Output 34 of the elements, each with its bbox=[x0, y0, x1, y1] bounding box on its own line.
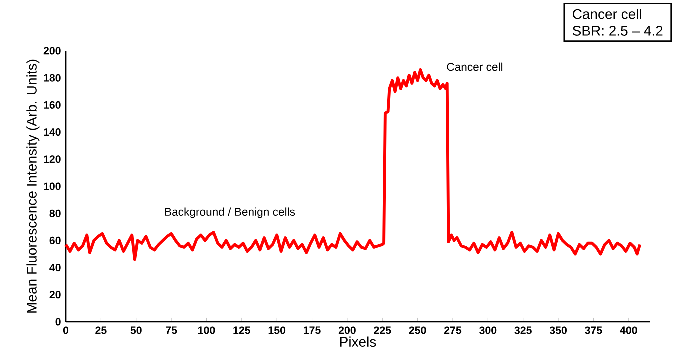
y-tick-label: 40 bbox=[50, 264, 61, 272]
y-tick-label: 80 bbox=[50, 210, 61, 218]
annotation: Background / Benign cells bbox=[165, 208, 296, 218]
x-tick-label: 400 bbox=[620, 326, 638, 334]
x-tick-label: 250 bbox=[409, 326, 426, 334]
annotation: Cancer cell bbox=[447, 62, 503, 72]
x-tick-label: 275 bbox=[444, 326, 462, 334]
x-tick-label: 175 bbox=[304, 326, 321, 334]
y-tick-label: 200 bbox=[44, 47, 61, 55]
text: Cancer cell bbox=[573, 8, 642, 20]
x-tick-label: 25 bbox=[96, 326, 107, 334]
x-tick-label: 100 bbox=[198, 326, 216, 334]
x-tick-label: 300 bbox=[480, 326, 497, 334]
x-tick-label: 200 bbox=[338, 326, 356, 334]
x-axis-title: Pixels bbox=[340, 336, 376, 348]
x-tick-label: 225 bbox=[374, 326, 392, 334]
y-tick-label: 120 bbox=[44, 156, 61, 164]
y-tick-label: 20 bbox=[50, 291, 61, 299]
text: SBR: 2.5 – 4.2 bbox=[572, 26, 663, 36]
y-tick-label: 0 bbox=[56, 318, 61, 326]
x-tick-label: 375 bbox=[585, 326, 602, 334]
y-axis-title: Mean Fluorescence Intensity (Arb. Units) bbox=[26, 60, 40, 313]
x-tick-label: 125 bbox=[234, 326, 250, 334]
x-tick-label: 350 bbox=[550, 326, 567, 334]
x-tick-label: 325 bbox=[514, 326, 532, 334]
y-tick-label: 60 bbox=[50, 236, 61, 244]
y-tick-label: 100 bbox=[44, 182, 61, 190]
x-tick-label: 150 bbox=[268, 326, 286, 334]
x-tick-label: 50 bbox=[130, 326, 142, 334]
y-tick-label: 140 bbox=[44, 128, 61, 136]
x-tick-label: 0 bbox=[63, 326, 69, 334]
y-tick-label: 180 bbox=[44, 74, 61, 82]
y-tick-label: 160 bbox=[44, 101, 61, 109]
x-tick-label: 75 bbox=[166, 326, 178, 334]
